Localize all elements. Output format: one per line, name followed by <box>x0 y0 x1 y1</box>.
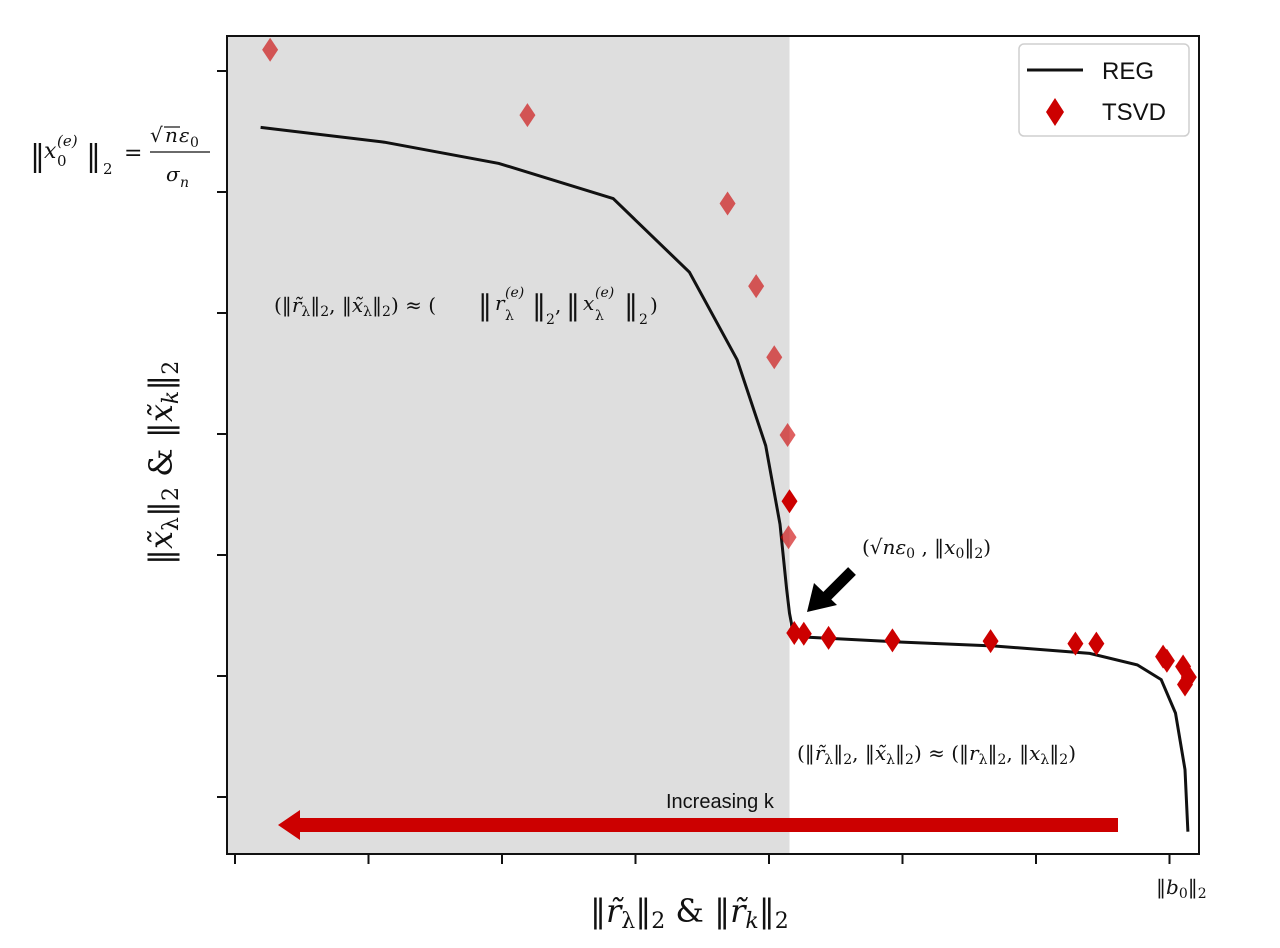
tsvd-point <box>1088 631 1105 656</box>
svg-text:=: = <box>124 141 142 166</box>
annotation-corner-point: (√nε0 , ‖x0‖2) <box>862 535 991 562</box>
svg-text:): ) <box>650 293 658 317</box>
tsvd-point <box>884 628 901 653</box>
svg-text:x: x <box>583 291 594 315</box>
tsvd-point <box>780 525 797 550</box>
tsvd-point <box>748 274 765 299</box>
svg-text:n: n <box>180 175 189 191</box>
svg-text:(‖r̃λ‖2, ‖x̃λ‖2) ≈ (‖rλ‖2, ‖xλ: (‖r̃λ‖2, ‖x̃λ‖2) ≈ (‖rλ‖2, ‖xλ‖2) <box>797 741 1076 768</box>
svg-text:(e): (e) <box>505 285 524 301</box>
tsvd-point <box>982 629 999 654</box>
annotation-regularized-approx-exact: (‖r̃λ‖2, ‖x̃λ‖2) ≈ (‖rλ‖2, ‖xλ‖2) <box>797 741 1076 768</box>
svg-text:σ: σ <box>166 162 181 186</box>
tsvd-point <box>820 625 837 650</box>
svg-text:‖r̃λ‖2 & ‖r̃k‖2: ‖r̃λ‖2 & ‖r̃k‖2 <box>590 892 789 934</box>
legend-reg-label: REG <box>1102 58 1154 85</box>
legend-tsvd-label: TSVD <box>1102 99 1166 126</box>
svg-text:(e): (e) <box>57 132 78 150</box>
tsvd-point <box>1158 648 1175 673</box>
tsvd-point <box>766 345 783 370</box>
tsvd-point <box>779 423 796 448</box>
tsvd-point <box>786 620 803 645</box>
x-axis-ticks <box>234 854 1171 864</box>
increasing-k-arrow-shaft <box>300 818 1118 832</box>
tsvd-point <box>519 103 536 128</box>
corner-pointer-arrow <box>807 567 856 612</box>
svg-text:2: 2 <box>546 312 555 328</box>
tsvd-point <box>1067 631 1084 656</box>
tsvd-point <box>719 191 736 216</box>
y-max-annotation: ‖ x 0 (e) ‖ 2 = √ n ε 0 σ n <box>30 123 210 191</box>
tsvd-point <box>1177 672 1193 697</box>
tsvd-series-points <box>262 37 1197 697</box>
legend: REG TSVD <box>1018 43 1190 137</box>
svg-text:‖: ‖ <box>532 289 546 322</box>
tsvd-point <box>262 37 279 62</box>
svg-text:λ: λ <box>595 308 604 324</box>
svg-text:(e): (e) <box>595 285 614 301</box>
svg-text:‖: ‖ <box>624 289 638 322</box>
svg-text:2: 2 <box>639 312 648 328</box>
svg-text:0: 0 <box>57 152 67 170</box>
svg-text:‖: ‖ <box>566 289 580 322</box>
y-axis-label: ‖x̃λ‖2 & ‖x̃k‖2 <box>142 361 184 565</box>
svg-text:ε: ε <box>179 123 190 147</box>
shaded-region <box>228 37 790 853</box>
svg-text:‖b0‖2: ‖b0‖2 <box>1156 875 1207 902</box>
svg-text:√: √ <box>150 123 163 147</box>
tsvd-point <box>795 621 812 646</box>
y-axis-ticks <box>217 70 227 798</box>
plot-frame <box>226 35 1200 855</box>
annotation-regularized-approx-perturbed: (‖r̃λ‖2, ‖x̃λ‖2) ≈ ( ‖ r λ (e) ‖ 2 , ‖ x… <box>274 285 658 328</box>
increasing-k-indicator: Increasing k <box>278 791 1118 840</box>
svg-text:(√nε0 , ‖x0‖2): (√nε0 , ‖x0‖2) <box>862 535 991 562</box>
svg-text:r: r <box>495 291 506 315</box>
svg-text:x: x <box>44 139 57 164</box>
tsvd-point <box>781 489 798 514</box>
svg-text:(‖r̃λ‖2, ‖x̃λ‖2) ≈ (: (‖r̃λ‖2, ‖x̃λ‖2) ≈ ( <box>274 293 436 320</box>
svg-text:‖x̃λ‖2 & ‖x̃k‖2: ‖x̃λ‖2 & ‖x̃k‖2 <box>142 361 184 565</box>
increasing-k-label: Increasing k <box>666 791 775 813</box>
reg-series-line <box>260 125 1190 832</box>
increasing-k-arrow-head <box>278 810 300 840</box>
svg-text:2: 2 <box>103 160 113 178</box>
svg-text:n: n <box>165 123 178 147</box>
svg-text:‖: ‖ <box>478 289 492 322</box>
x-end-tick-label: ‖b0‖2 <box>1156 875 1207 902</box>
svg-text:0: 0 <box>190 135 199 151</box>
svg-text:,: , <box>555 293 561 317</box>
svg-text:‖: ‖ <box>86 139 101 174</box>
svg-text:λ: λ <box>505 308 514 324</box>
svg-text:‖: ‖ <box>30 139 45 174</box>
legend-tsvd-swatch <box>1046 98 1064 126</box>
x-axis-label: ‖r̃λ‖2 & ‖r̃k‖2 <box>590 892 789 934</box>
